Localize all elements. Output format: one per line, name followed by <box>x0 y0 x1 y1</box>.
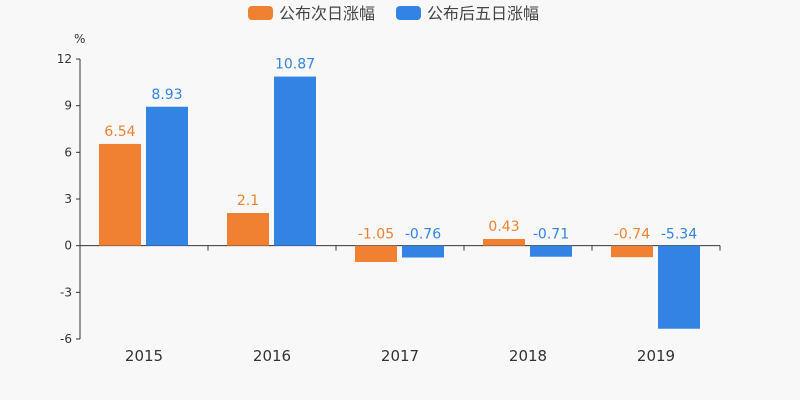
legend-swatch <box>248 6 273 20</box>
legend-label: 公布次日涨幅 <box>279 4 375 23</box>
y-tick-label: 9 <box>64 99 72 113</box>
legend-item-1[interactable]: 公布次日涨幅 <box>248 4 375 23</box>
data-label: 6.54 <box>104 124 135 140</box>
data-label: -0.71 <box>533 227 569 243</box>
y-tick-label: -3 <box>60 285 72 299</box>
bar-2016-series-2 <box>274 76 316 246</box>
legend-item-2[interactable]: 公布后五日涨幅 <box>396 4 539 23</box>
legend: 公布次日涨幅 公布后五日涨幅 <box>248 4 539 23</box>
bar-2019-series-2 <box>658 245 700 329</box>
data-label: -1.05 <box>358 227 394 243</box>
data-label: -0.76 <box>405 227 441 243</box>
y-tick-label: -6 <box>60 332 72 346</box>
bar-2017-series-2 <box>402 245 444 258</box>
bar-2019-series-1 <box>611 245 653 258</box>
bar-2018-series-2 <box>530 245 572 257</box>
x-tick-label: 2015 <box>125 347 163 365</box>
legend-swatch <box>396 6 421 20</box>
y-tick-label: 0 <box>64 239 72 253</box>
bars: 6.54 2.1 -1.05 0.43 -0.74 8.93 10.87 -0.76 -0.71… <box>99 57 700 329</box>
data-label: 0.43 <box>488 219 519 235</box>
bar-2016-series-1 <box>227 213 269 246</box>
x-tick-label: 2016 <box>253 347 291 365</box>
y-tick-label: 6 <box>64 145 72 159</box>
x-tick-label: 2019 <box>637 347 675 365</box>
legend-label: 公布后五日涨幅 <box>427 4 539 23</box>
x-tick-label: 2017 <box>381 347 419 365</box>
bar-2017-series-1 <box>355 245 397 262</box>
y-tick-label: 12 <box>57 52 72 66</box>
bar-2018-series-1 <box>483 238 525 246</box>
data-label: 10.87 <box>275 57 315 73</box>
bar-2015-series-1 <box>99 143 141 246</box>
data-label: 2.1 <box>237 193 259 209</box>
x-tick-label: 2018 <box>509 347 547 365</box>
y-tick-label: 3 <box>64 192 72 206</box>
bar-2015-series-2 <box>146 106 188 246</box>
data-label: -5.34 <box>661 227 697 243</box>
y-axis-unit-label: % <box>74 32 85 46</box>
data-label: 8.93 <box>151 87 182 103</box>
data-label: -0.74 <box>614 227 650 243</box>
